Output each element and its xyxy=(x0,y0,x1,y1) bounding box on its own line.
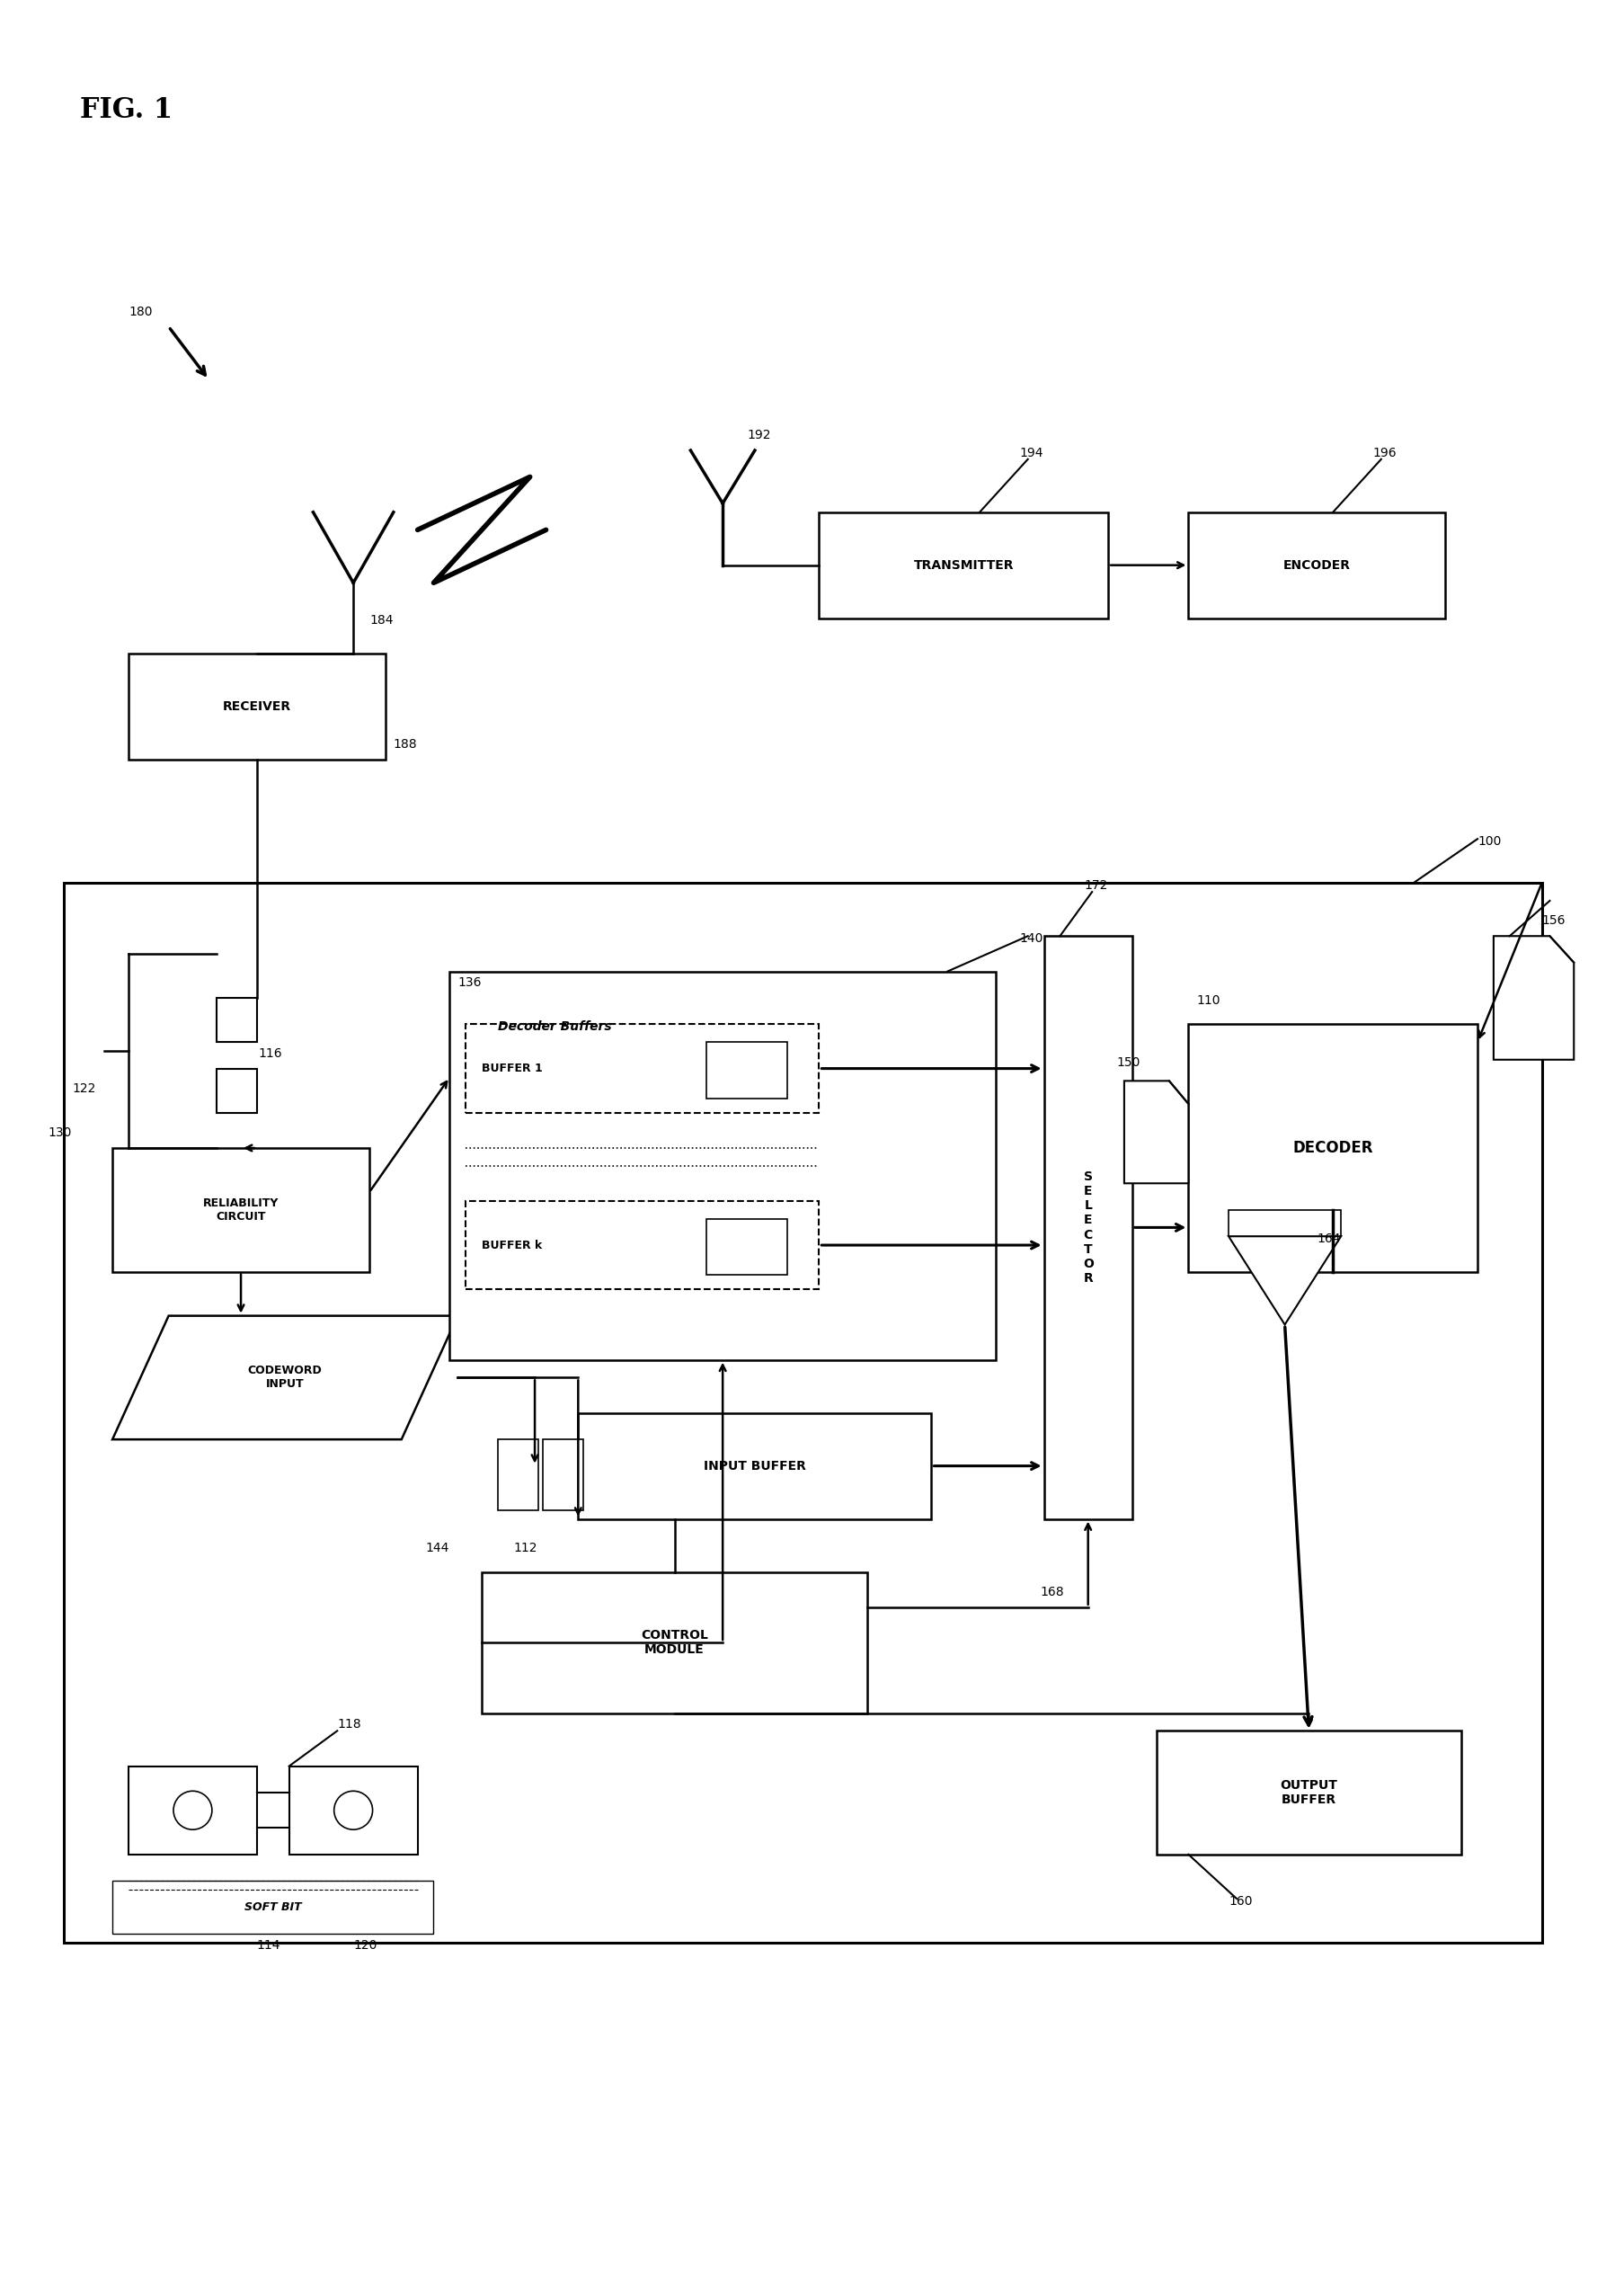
Text: 116: 116 xyxy=(259,1047,283,1061)
Bar xyxy=(450,971,996,1359)
Text: 114: 114 xyxy=(257,1940,281,1952)
Text: CODEWORD
INPUT: CODEWORD INPUT xyxy=(247,1366,323,1389)
Bar xyxy=(128,1766,257,1855)
Text: S
E
L
E
C
T
O
R: S E L E C T O R xyxy=(1082,1171,1094,1286)
Text: 194: 194 xyxy=(1020,448,1044,459)
Text: SOFT BIT: SOFT BIT xyxy=(244,1901,302,1913)
Text: DECODER: DECODER xyxy=(1293,1139,1373,1157)
Text: 122: 122 xyxy=(72,1081,96,1095)
Bar xyxy=(1229,1210,1341,1235)
Text: 184: 184 xyxy=(369,615,393,627)
Bar xyxy=(578,1412,931,1520)
Bar xyxy=(819,512,1108,618)
Text: BUFFER 1: BUFFER 1 xyxy=(482,1063,543,1075)
Polygon shape xyxy=(1124,1081,1188,1182)
Bar xyxy=(217,999,257,1042)
Bar xyxy=(466,1201,819,1290)
Bar xyxy=(1156,1731,1461,1855)
Text: 136: 136 xyxy=(458,976,482,990)
Text: 110: 110 xyxy=(1196,994,1221,1006)
Bar xyxy=(543,1440,583,1511)
Text: RELIABILITY
CIRCUIT: RELIABILITY CIRCUIT xyxy=(202,1196,279,1221)
Text: 168: 168 xyxy=(1041,1587,1063,1598)
Bar xyxy=(707,1042,787,1097)
Text: 120: 120 xyxy=(353,1940,377,1952)
Text: 188: 188 xyxy=(393,737,418,751)
Bar xyxy=(498,1440,538,1511)
Bar xyxy=(707,1219,787,1274)
Bar xyxy=(1044,937,1132,1520)
Text: 172: 172 xyxy=(1084,879,1108,891)
Text: INPUT BUFFER: INPUT BUFFER xyxy=(703,1460,806,1472)
Text: 156: 156 xyxy=(1542,914,1566,928)
Text: 130: 130 xyxy=(48,1127,72,1139)
Text: 160: 160 xyxy=(1229,1894,1253,1908)
Bar xyxy=(1188,1024,1478,1272)
Text: OUTPUT
BUFFER: OUTPUT BUFFER xyxy=(1280,1779,1338,1807)
Bar xyxy=(466,1024,819,1114)
Bar xyxy=(64,884,1542,1942)
Text: ENCODER: ENCODER xyxy=(1283,558,1351,572)
Text: 150: 150 xyxy=(1116,1056,1140,1068)
Text: 192: 192 xyxy=(747,429,771,441)
Text: 164: 164 xyxy=(1317,1233,1341,1244)
Text: 144: 144 xyxy=(426,1541,450,1554)
Polygon shape xyxy=(112,1316,458,1440)
Text: TRANSMITTER: TRANSMITTER xyxy=(914,558,1013,572)
Polygon shape xyxy=(1494,937,1574,1061)
Text: CONTROL
MODULE: CONTROL MODULE xyxy=(641,1628,708,1655)
Text: 112: 112 xyxy=(514,1541,538,1554)
Bar xyxy=(128,654,385,760)
Text: RECEIVER: RECEIVER xyxy=(223,700,291,712)
Polygon shape xyxy=(112,1880,434,1933)
Bar xyxy=(112,1148,369,1272)
Bar xyxy=(482,1573,867,1713)
Polygon shape xyxy=(1229,1235,1341,1325)
Text: 196: 196 xyxy=(1373,448,1397,459)
Bar xyxy=(217,1068,257,1114)
Text: FIG. 1: FIG. 1 xyxy=(80,96,173,124)
Text: 100: 100 xyxy=(1478,836,1502,847)
Bar xyxy=(289,1766,418,1855)
Text: 140: 140 xyxy=(1020,932,1044,946)
Text: 118: 118 xyxy=(337,1717,361,1731)
Text: 180: 180 xyxy=(128,305,153,317)
Text: BUFFER k: BUFFER k xyxy=(482,1240,543,1251)
Text: Decoder Buffers: Decoder Buffers xyxy=(498,1022,612,1033)
Bar xyxy=(1188,512,1445,618)
